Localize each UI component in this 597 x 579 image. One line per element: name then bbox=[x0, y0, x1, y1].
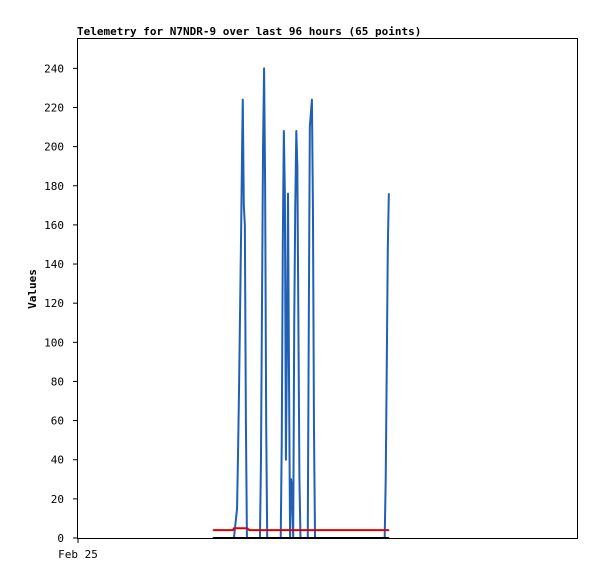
data-point bbox=[294, 204, 296, 206]
data-point bbox=[287, 192, 289, 195]
data-point bbox=[212, 537, 214, 539]
data-point bbox=[312, 208, 314, 210]
data-point bbox=[281, 439, 283, 441]
data-point bbox=[242, 99, 244, 101]
plot-area-frame bbox=[77, 38, 578, 539]
data-point bbox=[237, 449, 239, 451]
data-point bbox=[386, 365, 388, 367]
y-tick-label: 120 bbox=[44, 297, 64, 310]
data-point bbox=[238, 380, 240, 383]
series-layer bbox=[212, 67, 390, 539]
data-point bbox=[243, 204, 245, 206]
data-point bbox=[236, 508, 238, 510]
data-point bbox=[291, 488, 293, 490]
data-point bbox=[284, 194, 286, 197]
x-axis: Feb 25 bbox=[58, 538, 98, 561]
data-point bbox=[388, 537, 390, 539]
y-tick-label: 160 bbox=[44, 219, 64, 232]
data-point bbox=[285, 459, 287, 461]
y-tick-label: 80 bbox=[51, 375, 64, 388]
y-tick-label: 100 bbox=[44, 336, 64, 349]
data-point bbox=[246, 527, 248, 529]
data-point bbox=[308, 322, 310, 324]
y-tick-label: 20 bbox=[51, 493, 64, 506]
data-point bbox=[385, 478, 387, 480]
y-tick-label: 0 bbox=[57, 532, 64, 545]
data-point bbox=[296, 165, 298, 167]
data-point bbox=[388, 192, 390, 195]
data-point bbox=[261, 302, 263, 304]
series-line bbox=[213, 527, 389, 532]
y-axis: 0 20 40 60 80 100 120 140 160 180 200 220 240 bbox=[44, 62, 78, 545]
data-point bbox=[290, 478, 292, 480]
data-point bbox=[295, 130, 297, 132]
data-point bbox=[282, 243, 284, 246]
data-point bbox=[244, 224, 246, 226]
data-point bbox=[286, 341, 288, 343]
data-point bbox=[283, 130, 285, 132]
data-point bbox=[248, 529, 251, 531]
data-point bbox=[293, 322, 295, 324]
data-point bbox=[264, 185, 266, 187]
data-point bbox=[263, 67, 265, 69]
data-point bbox=[311, 99, 313, 101]
x-tick-label: Feb 25 bbox=[58, 548, 98, 561]
y-tick-label: 220 bbox=[44, 101, 64, 114]
y-tick-label: 180 bbox=[44, 180, 64, 193]
data-point bbox=[240, 224, 242, 226]
data-point bbox=[310, 112, 312, 114]
data-point bbox=[233, 527, 235, 529]
data-point bbox=[265, 419, 267, 422]
y-tick-label: 60 bbox=[51, 415, 64, 428]
data-point bbox=[245, 419, 247, 422]
data-point bbox=[241, 136, 243, 138]
data-point bbox=[298, 478, 301, 480]
series-1 bbox=[212, 527, 390, 532]
data-point bbox=[260, 459, 262, 461]
data-point bbox=[288, 380, 290, 383]
data-point bbox=[262, 146, 264, 148]
data-point bbox=[388, 529, 390, 531]
data-point bbox=[313, 429, 315, 431]
data-point bbox=[309, 126, 311, 128]
chart-title: Telemetry for N7NDR-9 over last 96 hours… bbox=[77, 25, 421, 38]
series-2 bbox=[212, 537, 390, 539]
data-point bbox=[232, 529, 234, 531]
y-tick-label: 40 bbox=[51, 454, 64, 467]
y-tick-label: 240 bbox=[44, 62, 64, 75]
data-point bbox=[387, 247, 389, 249]
y-tick-label: 140 bbox=[44, 258, 64, 271]
y-tick-label: 200 bbox=[44, 141, 64, 154]
series-0 bbox=[232, 67, 390, 539]
y-axis-label: Values bbox=[26, 269, 39, 309]
data-point bbox=[212, 529, 214, 531]
data-point bbox=[297, 322, 299, 324]
data-point bbox=[239, 302, 241, 304]
